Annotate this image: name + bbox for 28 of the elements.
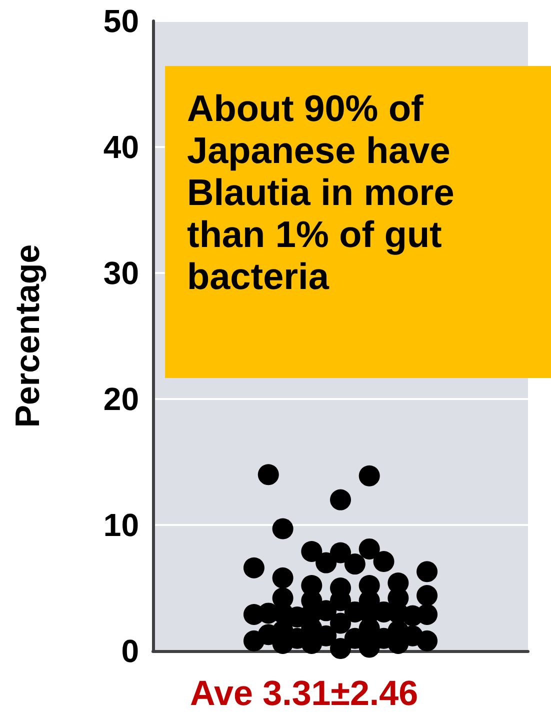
point	[330, 489, 351, 510]
note-box: About 90% of Japanese have Blautia in more than 1% of gut bacteria	[165, 66, 551, 378]
point	[330, 612, 351, 634]
point	[358, 636, 380, 658]
point	[316, 552, 337, 574]
y-tick-label: 40	[103, 129, 139, 165]
point	[416, 585, 438, 606]
point	[344, 554, 366, 575]
point	[258, 464, 279, 486]
y-axis-title: Percentage	[9, 244, 47, 428]
point	[416, 561, 438, 582]
y-tick-label: 10	[103, 507, 139, 543]
point	[330, 542, 351, 564]
point	[272, 518, 294, 540]
point	[416, 630, 438, 652]
point	[358, 465, 380, 486]
y-tick-label: 50	[103, 3, 139, 39]
y-tick-label: 20	[103, 381, 139, 417]
point	[301, 540, 322, 562]
y-tick-label: 0	[121, 633, 139, 669]
point	[330, 638, 351, 659]
annotation: About 90% of Japanese have Blautia in more than 1% of gut bacteria	[187, 88, 456, 298]
y-tick-label: 30	[103, 255, 139, 291]
point	[272, 567, 294, 588]
point	[243, 557, 264, 578]
point	[358, 538, 380, 560]
point	[373, 551, 394, 572]
text: Ave 3.31±2.46	[190, 674, 418, 713]
